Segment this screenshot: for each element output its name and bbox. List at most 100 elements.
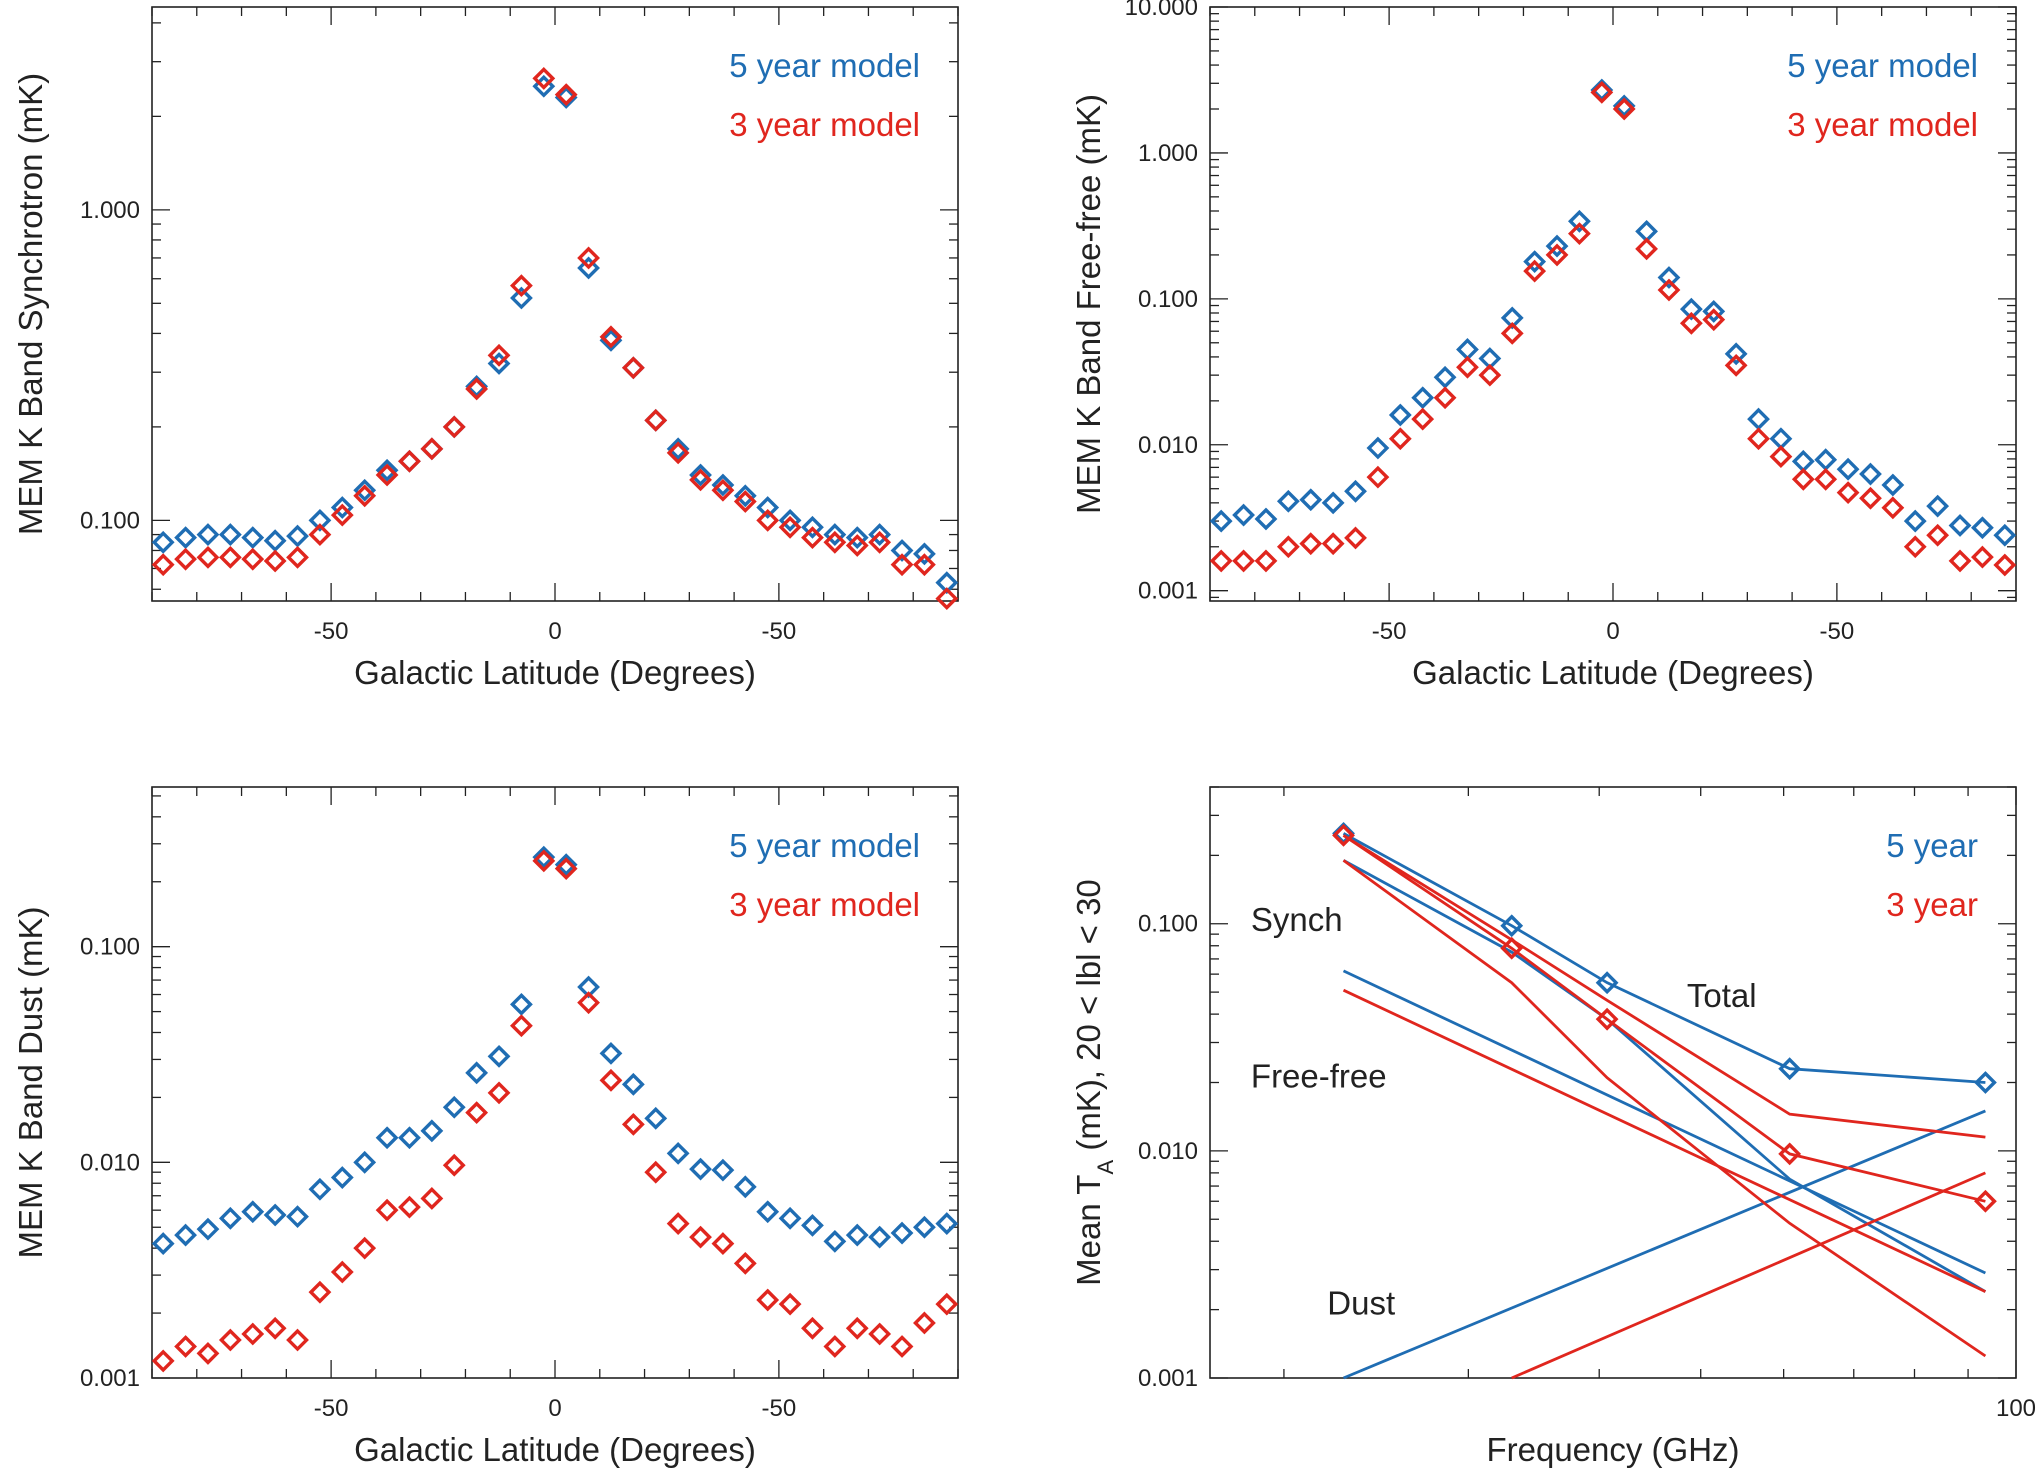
- point-three_year: [1478, 363, 1502, 387]
- x-tick-label: -50: [762, 1395, 797, 1422]
- point-three_year: [689, 468, 712, 492]
- y-tick-label: 0.001: [1138, 578, 1198, 605]
- point-three_year: [174, 547, 197, 571]
- point-five_year: [151, 1232, 175, 1255]
- point-three_year: [801, 526, 824, 550]
- point-five_year: [599, 1041, 623, 1065]
- line-three_year-synchrotron: [1342, 859, 1987, 1358]
- point-five_year: [554, 86, 578, 109]
- point-three_year: [1456, 355, 1479, 379]
- point-five_year: [1724, 342, 1748, 366]
- legend-five_year: 5 year: [1886, 827, 1978, 864]
- x-tick-label: 0: [548, 1395, 561, 1422]
- point-three_year: [420, 1187, 444, 1210]
- point-five_year: [845, 1223, 869, 1247]
- point-three_year: [644, 408, 668, 432]
- point-three_year: [1881, 496, 1905, 520]
- y-axis-label-rest: (mK), 20 < lbl < 30: [1070, 879, 1107, 1160]
- point-five_year: [913, 542, 936, 566]
- x-tick-label: -50: [1820, 618, 1855, 645]
- y-tick-label: 0.100: [1138, 911, 1198, 938]
- point-three_year: [263, 1316, 287, 1340]
- point-five_year: [241, 1200, 265, 1224]
- point-three_year: [510, 1014, 533, 1038]
- y-tick-label: 1.000: [80, 197, 140, 224]
- point-three_year: [756, 508, 780, 532]
- point-five_year: [1344, 479, 1367, 503]
- point-five_year: [1366, 436, 1390, 460]
- point-five_year: [465, 1061, 489, 1085]
- point-five_year: [398, 449, 421, 473]
- point-five_year: [778, 508, 802, 532]
- annotation-free-free: Free-free: [1251, 1058, 1387, 1095]
- point-five_year: [510, 286, 533, 310]
- point-three_year: [823, 530, 847, 554]
- point-five_year: [1881, 473, 1905, 497]
- point-five_year: [644, 1106, 668, 1130]
- point-five_year: [353, 1150, 377, 1174]
- point-five_year: [1321, 491, 1345, 515]
- point-five_year: [733, 1175, 757, 1199]
- point-three_year: [308, 523, 332, 546]
- point-three_year: [1232, 549, 1255, 573]
- point-three_year: [330, 1260, 354, 1284]
- y-tick-label: 0.010: [1138, 1138, 1198, 1165]
- marker-five_year-total: [1974, 1071, 1997, 1094]
- point-three_year: [286, 545, 309, 569]
- point-three_year: [420, 437, 444, 461]
- point-five_year: [1657, 266, 1681, 289]
- point-three_year: [353, 1236, 377, 1260]
- point-three_year: [756, 1288, 780, 1312]
- point-five_year: [1299, 488, 1323, 512]
- point-five_year: [778, 1206, 802, 1230]
- y-tick-label: 0.100: [1138, 286, 1198, 313]
- point-three_year: [845, 1316, 869, 1340]
- y-tick-label: 0.010: [80, 1149, 140, 1176]
- point-five_year: [1903, 509, 1927, 533]
- point-three_year: [1500, 321, 1524, 345]
- x-axis-label: Galactic Latitude (Degrees): [354, 1431, 756, 1468]
- point-three_year: [621, 1112, 645, 1136]
- legend-three_year: 3 year model: [729, 106, 920, 143]
- point-five_year: [1523, 250, 1547, 274]
- point-three_year: [465, 1101, 489, 1125]
- point-three_year: [554, 857, 578, 881]
- point-five_year: [801, 515, 824, 539]
- point-three_year: [1971, 545, 1994, 569]
- y-axis-label: MEM K Band Free-free (mK): [1070, 94, 1107, 514]
- point-five_year: [554, 853, 578, 877]
- y-tick-label: 0.100: [80, 934, 140, 961]
- legend-five_year: 5 year model: [729, 47, 920, 84]
- point-three_year: [218, 1328, 242, 1352]
- point-three_year: [1814, 467, 1838, 491]
- point-five_year: [1993, 523, 2017, 547]
- point-three_year: [1993, 553, 2017, 577]
- point-three_year: [465, 377, 489, 401]
- point-five_year: [1679, 297, 1703, 321]
- point-five_year: [420, 1119, 444, 1143]
- point-three_year: [151, 1349, 175, 1373]
- point-five_year: [733, 484, 757, 508]
- point-three_year: [1724, 353, 1748, 377]
- point-five_year: [308, 508, 332, 532]
- y-tick-label: 0.100: [80, 507, 140, 534]
- point-three_year: [868, 530, 892, 554]
- point-three_year: [1926, 523, 1950, 547]
- point-five_year: [218, 1206, 242, 1230]
- point-five_year: [756, 1200, 780, 1224]
- point-five_year: [868, 1225, 892, 1249]
- point-three_year: [621, 356, 645, 380]
- point-five_year: [375, 1126, 399, 1150]
- point-three_year: [353, 484, 377, 508]
- y-axis-label: MEM K Band Synchrotron (mK): [12, 73, 49, 535]
- point-three_year: [1366, 465, 1390, 489]
- point-five_year: [599, 328, 623, 352]
- point-five_year: [1456, 338, 1479, 361]
- point-three_year: [286, 1328, 309, 1352]
- plot-frame: [151, 6, 959, 602]
- point-five_year: [487, 1044, 511, 1068]
- y-axis-label-main: Mean T: [1070, 1175, 1107, 1286]
- x-axis-label: Galactic Latitude (Degrees): [354, 654, 756, 691]
